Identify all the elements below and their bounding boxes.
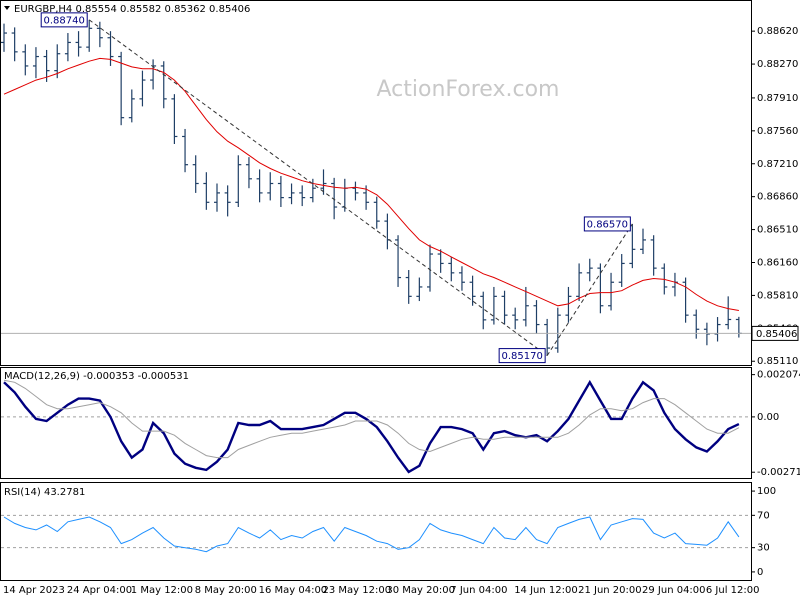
macd-header: MACD(12,26,9) -0.000353 -0.000531: [4, 371, 189, 382]
y-tick-label: 70: [757, 510, 770, 521]
current-price-box: [751, 325, 799, 341]
indicator-line: [3, 379, 740, 459]
y-tick-label: 0.87560: [757, 126, 798, 137]
y-tick-label: 0.85810: [757, 290, 798, 301]
price-panel: [0, 0, 752, 366]
annotation-box: [498, 348, 546, 364]
y-tick-label: 0.88270: [757, 59, 798, 70]
x-tick-label: 1 May 12:00: [131, 585, 193, 596]
annotation-label: 0.85170: [501, 351, 542, 362]
annotation-box: [583, 216, 631, 232]
x-tick-label: 6 Jul 12:00: [706, 585, 760, 596]
watermark: ActionForex.com: [377, 77, 560, 102]
trend-line: [88, 19, 548, 356]
y-tick-label: 100: [757, 486, 776, 497]
indicator-line: [3, 379, 740, 474]
y-tick-label: 0.00: [757, 412, 779, 423]
y-tick-label: 0.88620: [757, 26, 798, 37]
indicator-line: [3, 516, 740, 553]
y-tick-label: 0.85110: [757, 356, 798, 367]
y-tick-label: 0: [757, 567, 763, 578]
symbol-header: EURGBP,H4 0.85554 0.85582 0.85362 0.8540…: [14, 4, 250, 15]
x-tick-label: 8 May 20:00: [195, 585, 257, 596]
annotation-box: [40, 12, 88, 28]
y-tick-label: 30: [757, 543, 770, 554]
y-tick-label: 0.002074: [757, 370, 800, 381]
x-tick-label: 23 May 12:00: [323, 585, 392, 596]
macd-panel: [0, 367, 752, 479]
x-tick-label: 7 Jun 04:00: [450, 585, 507, 596]
y-tick-label: 0.87910: [757, 93, 798, 104]
x-tick-label: 30 May 20:00: [386, 585, 455, 596]
x-tick-label: 14 Jun 12:00: [514, 585, 578, 596]
trend-line: [546, 223, 633, 356]
x-tick-label: 24 Apr 04:00: [67, 585, 132, 596]
annotation-label: 0.86570: [587, 219, 628, 230]
menu-icon: [4, 6, 10, 10]
x-tick-label: 14 Apr 2023: [3, 585, 65, 596]
current-price-label: 0.85406: [756, 329, 797, 340]
moving-average: [3, 57, 739, 311]
y-tick-label: -0.002716: [757, 467, 800, 478]
rsi-panel: [0, 482, 752, 581]
y-tick-label: 0.86860: [757, 192, 798, 203]
y-tick-label: 0.86160: [757, 257, 798, 268]
x-tick-label: 29 Jun 04:00: [642, 585, 706, 596]
x-tick-label: 16 May 04:00: [259, 585, 328, 596]
y-tick-label: 0.86510: [757, 225, 798, 236]
rsi-header: RSI(14) 43.2781: [4, 487, 85, 498]
annotation-label: 0.88740: [44, 15, 85, 26]
x-tick-label: 21 Jun 20:00: [578, 585, 642, 596]
y-tick-label: 0.87210: [757, 159, 798, 170]
